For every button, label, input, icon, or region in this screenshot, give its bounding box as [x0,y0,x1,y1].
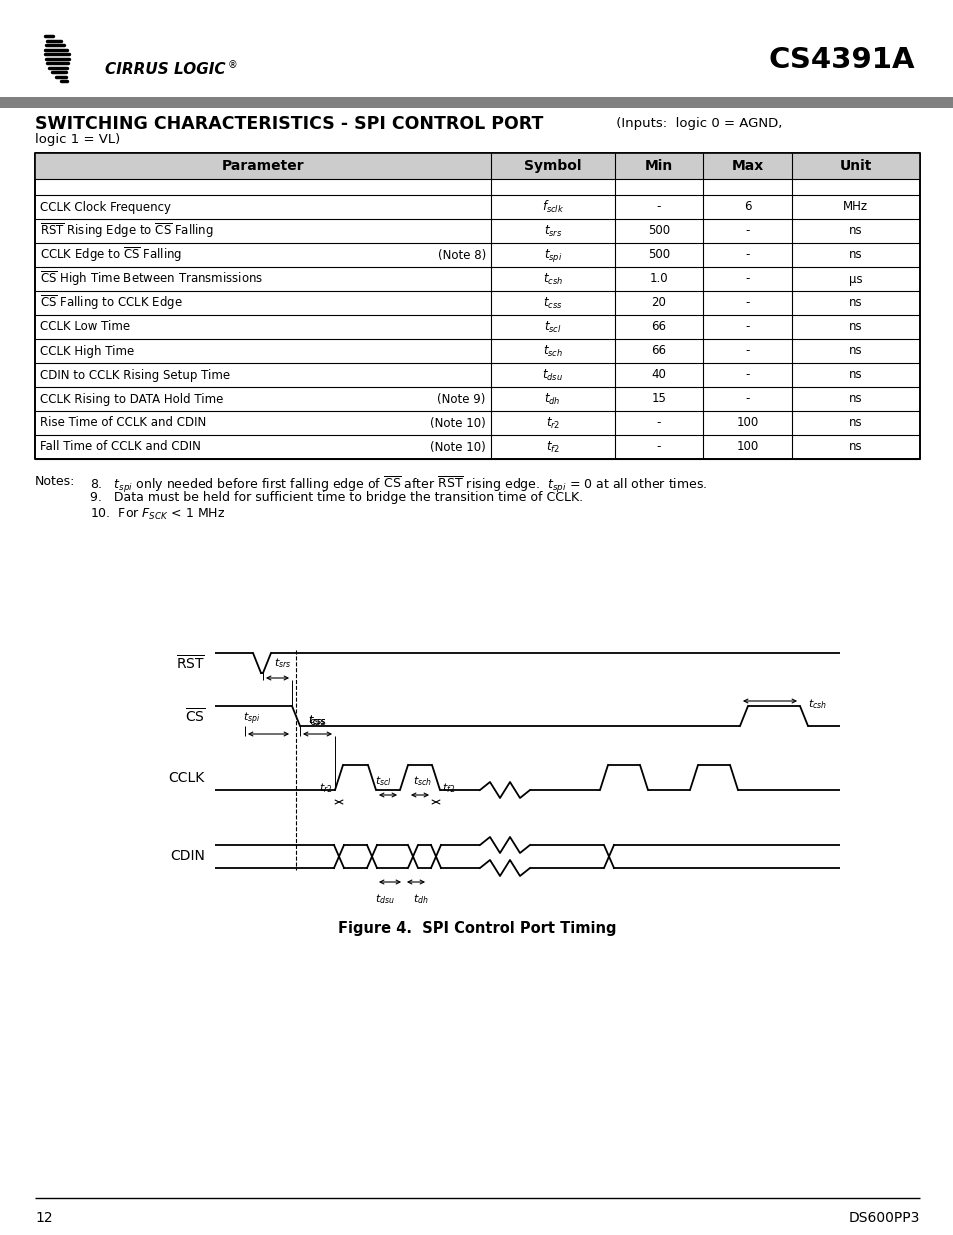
Text: -: - [744,393,749,405]
Text: -: - [656,441,660,453]
Text: $t_{r2}$: $t_{r2}$ [545,415,559,431]
Text: $t_{spi}$: $t_{spi}$ [243,710,260,727]
Text: -: - [744,296,749,310]
Text: $t_{f2}$: $t_{f2}$ [545,440,559,454]
Text: 15: 15 [651,393,665,405]
Text: 40: 40 [651,368,665,382]
Text: ns: ns [848,441,862,453]
Text: $t_{dh}$: $t_{dh}$ [413,892,429,905]
Text: -: - [744,225,749,237]
Text: CCLK: CCLK [169,771,205,784]
Text: 1.0: 1.0 [649,273,667,285]
Text: CIRRUS LOGIC: CIRRUS LOGIC [105,63,226,78]
Text: 66: 66 [651,321,666,333]
Text: $\overline{\rm CS}$: $\overline{\rm CS}$ [184,706,205,725]
Text: 10.  For $F_{SCK}$ < 1 MHz: 10. For $F_{SCK}$ < 1 MHz [90,508,225,522]
Text: logic 1 = VL): logic 1 = VL) [35,133,120,147]
Text: DS600PP3: DS600PP3 [848,1212,919,1225]
Text: $t_{css}$: $t_{css}$ [308,713,327,727]
Text: -: - [744,321,749,333]
Text: CCLK Edge to $\overline{\rm CS}$ Falling: CCLK Edge to $\overline{\rm CS}$ Falling [40,246,182,264]
Text: Min: Min [644,159,673,173]
Text: Notes:: Notes: [35,475,75,488]
Text: μs: μs [848,273,862,285]
Text: Symbol: Symbol [523,159,581,173]
Text: $t_{srs}$: $t_{srs}$ [543,224,561,238]
Text: $\overline{\rm CS}$ High Time Between Transmissions: $\overline{\rm CS}$ High Time Between Tr… [40,269,263,289]
Text: 20: 20 [651,296,665,310]
Text: ns: ns [848,393,862,405]
Text: CCLK Low Time: CCLK Low Time [40,321,130,333]
Text: CCLK High Time: CCLK High Time [40,345,134,357]
Text: $t_{scl}$: $t_{scl}$ [375,774,391,788]
Text: 8.   $t_{spi}$ only needed before first falling edge of $\overline{\rm CS}$ afte: 8. $t_{spi}$ only needed before first fa… [90,475,707,495]
Text: CCLK Clock Frequency: CCLK Clock Frequency [40,200,171,214]
Text: $t_{dh}$: $t_{dh}$ [544,391,560,406]
Text: 100: 100 [736,441,758,453]
Text: Figure 4.  SPI Control Port Timing: Figure 4. SPI Control Port Timing [337,920,616,935]
Text: ns: ns [848,416,862,430]
Text: 12: 12 [35,1212,52,1225]
Text: 6: 6 [743,200,750,214]
Text: $t_{css}$: $t_{css}$ [308,713,327,727]
Text: -: - [744,248,749,262]
Text: 9.   Data must be held for sufficient time to bridge the transition time of CCLK: 9. Data must be held for sufficient time… [90,492,582,504]
Text: ns: ns [848,248,862,262]
Text: $t_{sch}$: $t_{sch}$ [542,343,562,358]
Text: CS4391A: CS4391A [768,46,914,74]
Text: (Note 10): (Note 10) [430,441,485,453]
Text: 500: 500 [647,248,669,262]
Text: $t_{css}$: $t_{css}$ [542,295,562,310]
Text: $\overline{\rm CS}$ Falling to CCLK Edge: $\overline{\rm CS}$ Falling to CCLK Edge [40,294,182,312]
Text: (Inputs:  logic 0 = AGND,: (Inputs: logic 0 = AGND, [612,117,781,131]
Text: Fall Time of CCLK and CDIN: Fall Time of CCLK and CDIN [40,441,201,453]
Text: (Note 9): (Note 9) [436,393,485,405]
Text: ns: ns [848,321,862,333]
Text: SWITCHING CHARACTERISTICS - SPI CONTROL PORT: SWITCHING CHARACTERISTICS - SPI CONTROL … [35,115,543,133]
Bar [0,98,953,107]
Text: $t_{spi}$: $t_{spi}$ [543,247,561,263]
Text: $t_{dsu}$: $t_{dsu}$ [375,892,395,905]
Text: -: - [656,200,660,214]
Text: CDIN: CDIN [170,850,205,863]
Text: $t_{csh}$: $t_{csh}$ [542,272,562,287]
Bar [35,153,919,179]
Text: -: - [656,416,660,430]
Text: $t_{dsu}$: $t_{dsu}$ [541,368,562,383]
Text: (Note 8): (Note 8) [437,248,485,262]
Text: $t_{csh}$: $t_{csh}$ [807,697,826,711]
Text: -: - [744,368,749,382]
Text: Rise Time of CCLK and CDIN: Rise Time of CCLK and CDIN [40,416,206,430]
Text: CDIN to CCLK Rising Setup Time: CDIN to CCLK Rising Setup Time [40,368,230,382]
Text: $t_{scl}$: $t_{scl}$ [543,320,561,335]
Text: 66: 66 [651,345,666,357]
Text: 500: 500 [647,225,669,237]
Text: -: - [744,273,749,285]
Text: $t_{sch}$: $t_{sch}$ [413,774,432,788]
Text: 100: 100 [736,416,758,430]
Text: ns: ns [848,345,862,357]
Text: Unit: Unit [839,159,871,173]
Text: MHz: MHz [842,200,867,214]
Text: ns: ns [848,368,862,382]
Text: ns: ns [848,225,862,237]
Bar [35,153,919,459]
Text: -: - [744,345,749,357]
Text: $\overline{\rm RST}$ Rising Edge to $\overline{\rm CS}$ Falling: $\overline{\rm RST}$ Rising Edge to $\ov… [40,221,213,241]
Text: $t_{r2}$: $t_{r2}$ [319,782,333,795]
Text: Max: Max [731,159,762,173]
Text: $t_{srs}$: $t_{srs}$ [274,656,291,671]
Text: ns: ns [848,296,862,310]
Text: $\overline{\rm RST}$: $\overline{\rm RST}$ [176,653,205,672]
Text: $t_{f2}$: $t_{f2}$ [441,782,455,795]
Text: ®: ® [228,61,237,70]
Text: $f_{sclk}$: $f_{sclk}$ [541,199,563,215]
Text: Parameter: Parameter [221,159,304,173]
Text: css: css [309,718,326,727]
Text: (Note 10): (Note 10) [430,416,485,430]
Text: CCLK Rising to DATA Hold Time: CCLK Rising to DATA Hold Time [40,393,223,405]
